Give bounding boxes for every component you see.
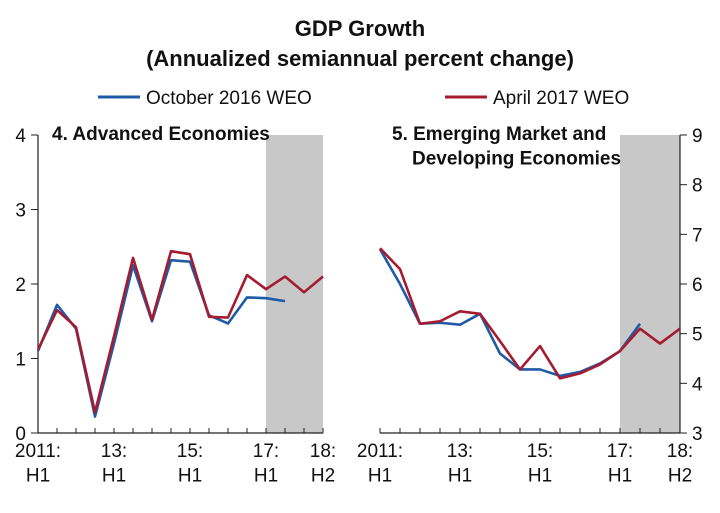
y-tick-label: 4 bbox=[692, 374, 703, 395]
y-tick-label: 6 bbox=[692, 275, 703, 296]
x-tick-label: 13: H1 bbox=[447, 441, 473, 487]
y-tick-label: 9 bbox=[692, 126, 703, 147]
y-tick-label: 3 bbox=[15, 201, 26, 222]
x-tick-label: 15: H1 bbox=[177, 441, 203, 487]
forecast-shade bbox=[620, 135, 680, 433]
chart-subtitle: (Annualized semiannual percent change) bbox=[146, 46, 574, 71]
y-tick-label: 4 bbox=[15, 126, 26, 147]
y-tick-label: 7 bbox=[692, 225, 703, 246]
y-tick-label: 0 bbox=[15, 424, 26, 445]
legend-label: April 2017 WEO bbox=[493, 88, 629, 109]
series-line bbox=[36, 249, 324, 414]
x-tick-label: 2011: H1 bbox=[15, 441, 61, 487]
x-tick-label: 17: H1 bbox=[253, 441, 279, 487]
legend-label: October 2016 WEO bbox=[146, 88, 312, 109]
x-tick-label: 15: H1 bbox=[527, 441, 553, 487]
x-tick-label: 2011: H1 bbox=[357, 441, 403, 487]
y-tick-label: 5 bbox=[692, 325, 703, 346]
chart-title: GDP Growth bbox=[295, 16, 425, 41]
y-tick-label: 1 bbox=[15, 350, 26, 371]
y-tick-label: 3 bbox=[692, 424, 703, 445]
y-tick-label: 2 bbox=[15, 275, 26, 296]
panel-title: 4. Advanced Economies bbox=[52, 124, 270, 145]
x-tick-label: 18: H2 bbox=[310, 441, 336, 487]
x-tick-label: 13: H1 bbox=[101, 441, 127, 487]
x-tick-label: 17: H1 bbox=[607, 441, 633, 487]
x-tick-label: 18: H2 bbox=[667, 441, 693, 487]
series-line bbox=[379, 247, 681, 380]
y-tick-label: 8 bbox=[692, 176, 703, 197]
panel-title: 5. Emerging Market and Developing Economi… bbox=[392, 124, 621, 170]
